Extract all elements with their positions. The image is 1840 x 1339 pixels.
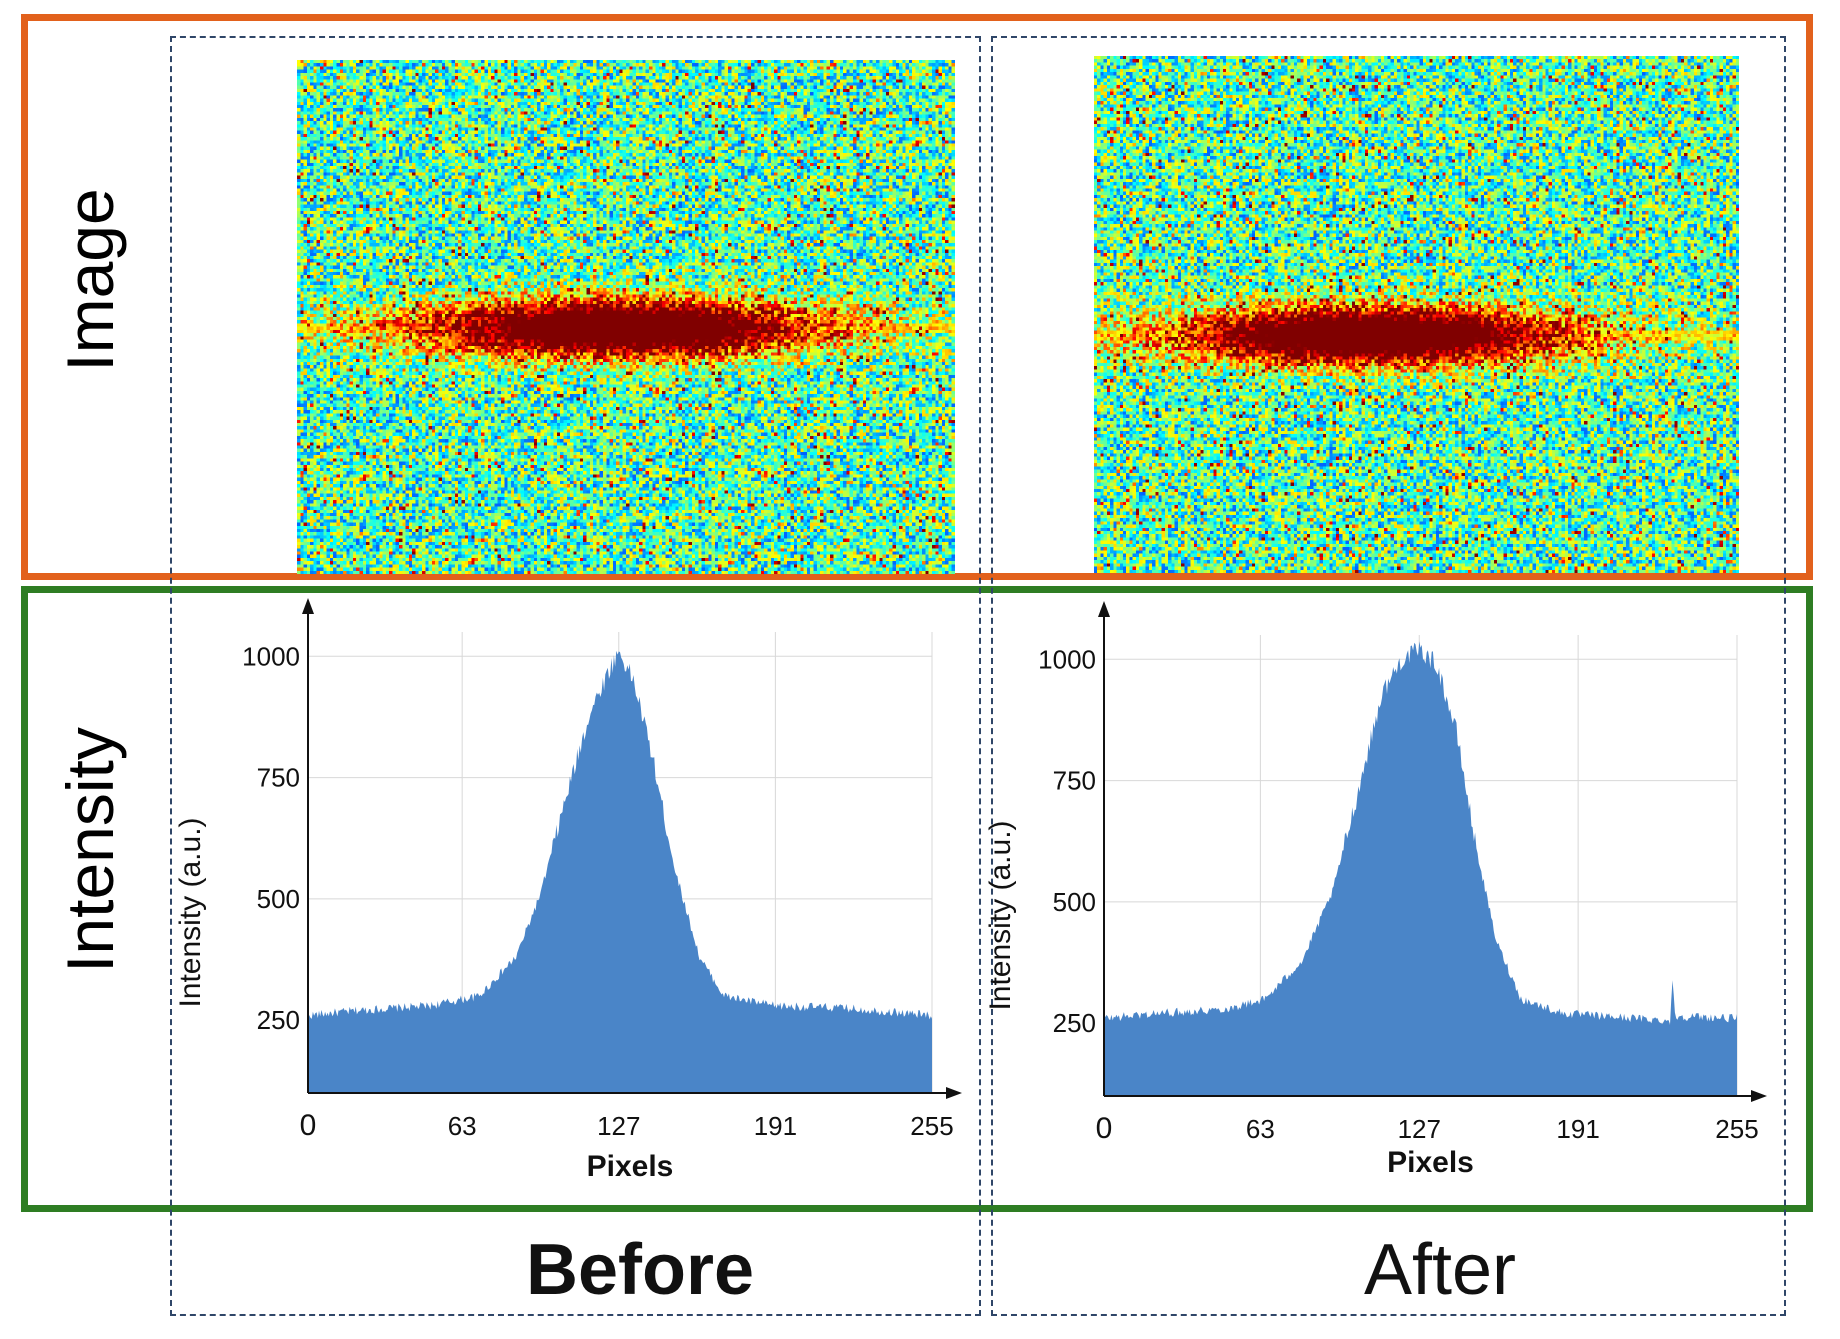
y-axis-title: Intensity (a.u.) [174,817,207,1007]
x-tick-label: 63 [448,1111,477,1141]
before-heatmap-image [297,60,955,574]
y-tick-label: 750 [1053,766,1096,796]
y-axis-arrow [302,598,314,614]
x-tick-label: 0 [300,1109,317,1142]
x-tick-label: 127 [597,1111,640,1141]
y-tick-label: 500 [1053,887,1096,917]
x-tick-label: 63 [1246,1114,1275,1144]
x-tick-label: 127 [1398,1114,1441,1144]
after-column-frame [991,36,1786,1316]
intensity-area-after [1104,641,1737,1096]
before-intensity-chart: 0 63 127 191 255 250 500 750 1000 Pixels Intensity… [174,598,962,1183]
x-tick-label: 191 [1556,1114,1599,1144]
column-label-before: Before [525,1230,755,1310]
column-label-after: After [1363,1230,1517,1310]
y-tick-label: 750 [257,763,300,793]
y-tick-label: 500 [257,884,300,914]
x-axis-title: Pixels [1387,1146,1474,1179]
x-tick-label: 255 [910,1111,953,1141]
image-row-frame [21,14,1813,580]
x-tick-label: 0 [1096,1112,1113,1145]
x-axis-arrow [946,1087,962,1099]
x-axis-arrow [1751,1090,1767,1102]
after-heatmap-image [1094,56,1739,573]
before-column-frame [170,36,981,1316]
after-intensity-chart: 0 63 127 191 255 250 500 750 1000 Pixels Intensity… [984,601,1767,1179]
y-tick-label: 250 [1053,1008,1096,1038]
intensity-area-before [308,650,932,1093]
x-tick-label: 191 [754,1111,797,1141]
x-tick-label: 255 [1715,1114,1758,1144]
y-tick-label: 1000 [242,641,300,671]
y-axis-title: Intensity (a.u.) [984,820,1017,1010]
y-tick-label: 250 [257,1005,300,1035]
y-tick-label: 1000 [1038,644,1096,674]
y-axis-arrow [1098,601,1110,617]
x-axis-title: Pixels [587,1150,674,1183]
intensity-row-frame [21,586,1813,1212]
